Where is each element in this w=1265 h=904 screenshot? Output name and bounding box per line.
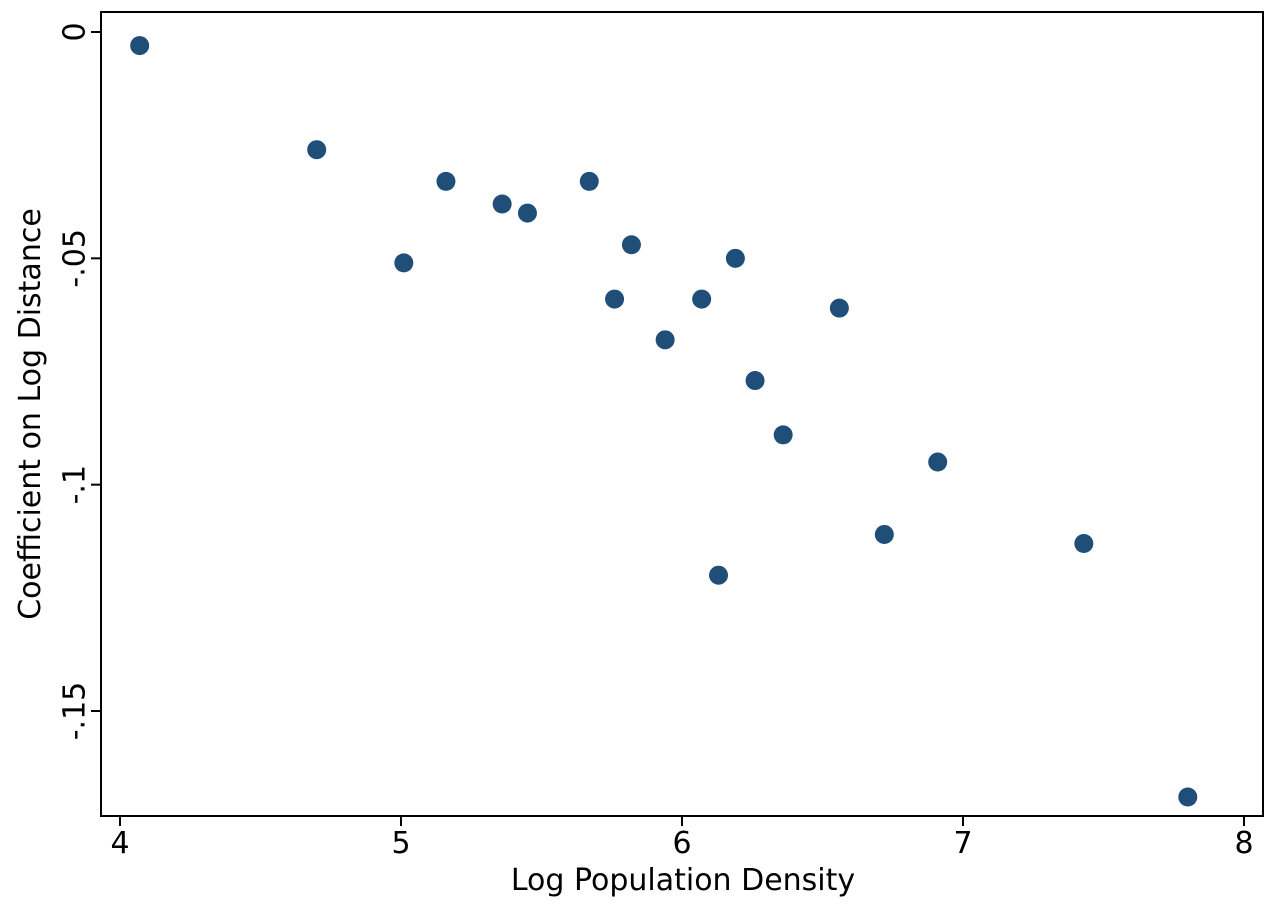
data-point <box>1178 787 1198 807</box>
data-point <box>928 452 948 472</box>
data-point <box>605 289 625 309</box>
data-point <box>874 524 894 544</box>
plot-frame <box>100 11 1264 817</box>
data-points <box>130 36 1198 807</box>
x-tick-label: 8 <box>1234 826 1253 861</box>
data-point <box>655 330 675 350</box>
data-point <box>436 171 456 191</box>
data-point <box>709 565 729 585</box>
data-point <box>745 371 765 391</box>
data-point <box>492 194 512 214</box>
data-point <box>692 289 712 309</box>
data-point <box>579 171 599 191</box>
y-axis-ticks: 0 -.05 -.1 -.15 <box>58 22 101 741</box>
data-point <box>773 425 793 445</box>
x-tick-label: 6 <box>672 826 691 861</box>
data-point <box>829 298 849 318</box>
x-tick-label: 7 <box>953 826 972 861</box>
data-point <box>1074 534 1094 554</box>
x-axis-label: Log Population Density <box>511 863 855 898</box>
y-tick-label: -.05 <box>58 229 93 288</box>
data-point <box>621 235 641 255</box>
y-tick-label: 0 <box>58 22 93 41</box>
x-axis-ticks: 4 5 6 7 8 <box>110 816 1254 861</box>
y-tick-label: -.15 <box>58 682 93 741</box>
x-tick-label: 5 <box>391 826 410 861</box>
data-point <box>130 36 150 56</box>
data-point <box>725 248 745 268</box>
x-tick-label: 4 <box>110 826 129 861</box>
data-point <box>307 140 327 160</box>
y-axis-label: Coefficient on Log Distance <box>13 208 48 620</box>
data-point <box>394 253 414 273</box>
y-tick-label: -.1 <box>58 465 93 504</box>
data-point <box>517 203 537 223</box>
